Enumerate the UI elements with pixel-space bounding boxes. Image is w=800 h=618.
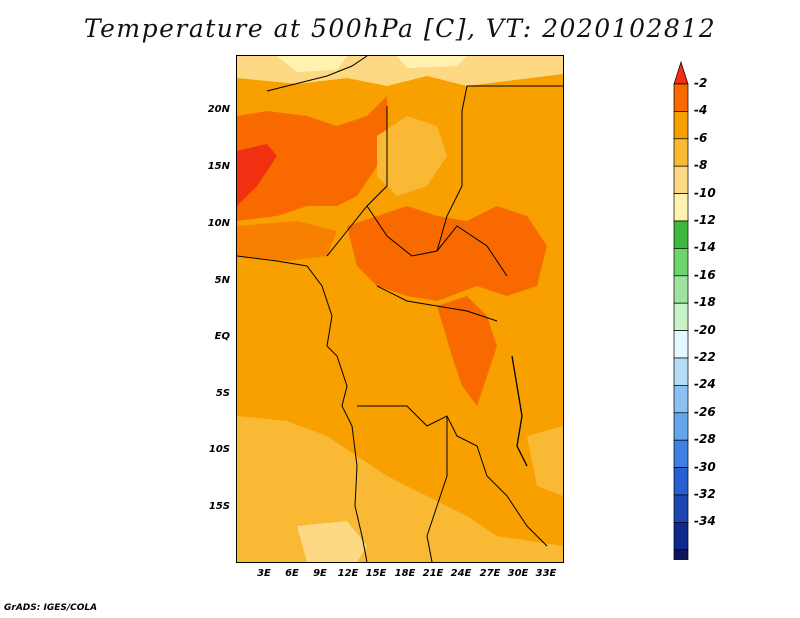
lon-label-15e: 15E	[365, 568, 387, 579]
colorbar-segment	[673, 302, 689, 331]
colorbar-label: -22	[694, 350, 716, 364]
border-south-2	[426, 416, 448, 562]
colorbar-label: -10	[694, 185, 716, 200]
field-north-light	[277, 56, 347, 72]
colorbar-segment	[673, 494, 689, 523]
field-central-pale	[377, 116, 447, 196]
colorbar-segment	[673, 549, 689, 560]
border-central-3	[376, 285, 498, 322]
field-west-orange	[237, 221, 337, 261]
colorbar-segment	[673, 165, 689, 194]
lat-label-5n: 5N	[214, 275, 230, 286]
colorbar-label: -26	[694, 404, 716, 419]
lat-label-20n: 20N	[207, 104, 230, 115]
field-se-pale	[527, 426, 563, 496]
lat-label-10s: 10S	[208, 444, 230, 455]
border-east-lakes	[511, 355, 528, 467]
colorbar-segment	[673, 220, 689, 249]
lon-label-18e: 18E	[394, 568, 416, 579]
colorbar-label: -28	[694, 432, 716, 447]
lon-label-6e: 6E	[285, 568, 299, 579]
field-central-dark	[347, 206, 547, 301]
lat-label-15s: 15S	[208, 501, 230, 512]
lon-label-24e: 24E	[450, 568, 472, 579]
colorbar-segment	[673, 330, 689, 359]
colorbar-segment	[673, 522, 689, 551]
colorbar-segment	[673, 412, 689, 441]
lat-label-15n: 15N	[207, 161, 230, 172]
field-nw-darkest	[237, 144, 277, 206]
colorbar-label: -4	[694, 103, 708, 118]
lon-label-9e: 9E	[313, 568, 327, 579]
colorbar-label: -2	[694, 76, 708, 90]
colorbar-label: -34	[694, 514, 716, 529]
colorbar-label: -6	[694, 130, 708, 145]
lon-label-3e: 3E	[257, 568, 271, 579]
colorbar-label: -18	[694, 295, 716, 310]
border-north-1	[266, 56, 368, 92]
border-central-2	[436, 111, 463, 252]
colorbar-segment	[673, 83, 689, 112]
lon-label-30e: 30E	[507, 568, 529, 579]
map-canvas	[237, 56, 563, 562]
lat-label-10n: 10N	[207, 218, 230, 229]
lon-label-33e: 33E	[535, 568, 557, 579]
colorbar-label: -20	[694, 322, 716, 337]
colorbar-label: -12	[694, 213, 716, 227]
border-south-1	[357, 405, 548, 547]
field-eq-dark	[437, 296, 497, 406]
colorbar-label: -8	[694, 158, 708, 173]
field-north-light-2	[397, 56, 467, 68]
colorbar-segment	[673, 385, 689, 414]
colorbar-top-arrow	[673, 60, 689, 85]
colorbar-label: -30	[694, 459, 716, 474]
lon-label-27e: 27E	[479, 568, 501, 579]
border-north-3	[461, 85, 563, 112]
field-south-lightest	[297, 521, 367, 562]
map-panel	[236, 55, 564, 563]
lat-label-eq: EQ	[214, 331, 230, 342]
coastline-west	[237, 255, 368, 562]
colorbar-segment	[673, 248, 689, 277]
lat-label-5s: 5S	[215, 388, 230, 399]
colorbar-label: -24	[694, 377, 716, 392]
colorbar-segment	[673, 275, 689, 304]
colorbar-segment	[673, 467, 689, 496]
colorbar	[673, 60, 689, 560]
colorbar-segment	[673, 193, 689, 222]
colorbar-segment	[673, 439, 689, 468]
colorbar-label: -14	[694, 240, 716, 255]
grads-credit: GrADS: IGES/COLA	[4, 603, 98, 613]
lon-label-12e: 12E	[337, 568, 359, 579]
colorbar-segment	[673, 357, 689, 386]
colorbar-segment	[673, 111, 689, 140]
colorbar-label: -16	[694, 267, 716, 282]
lon-label-21e: 21E	[422, 568, 444, 579]
colorbar-label: -32	[694, 487, 716, 501]
map-title: Temperature at 500hPa [C], VT: 202010281…	[83, 14, 717, 43]
colorbar-segment	[673, 138, 689, 167]
field-nw-dark	[237, 96, 387, 221]
